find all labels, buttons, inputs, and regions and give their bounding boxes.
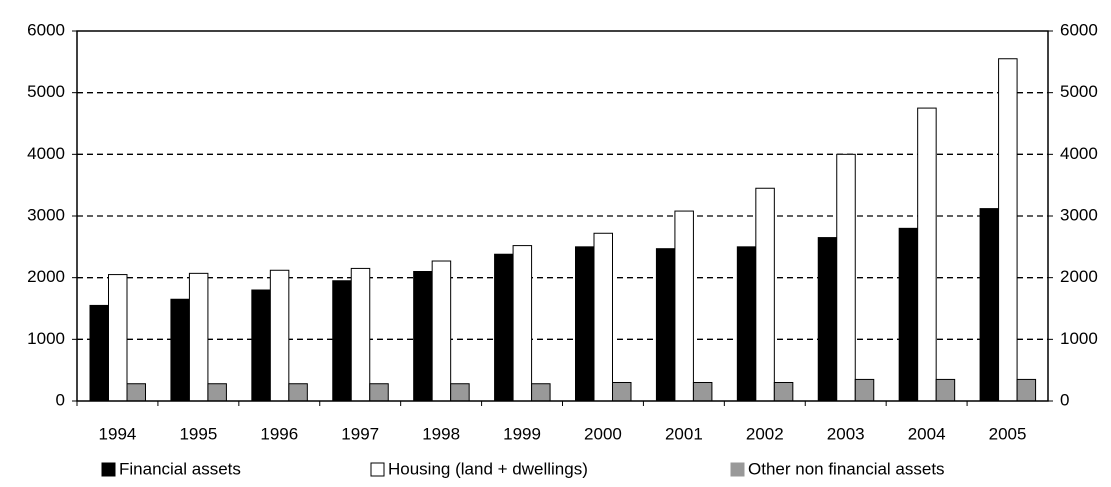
y2-tick-label: 6000 — [1060, 20, 1098, 39]
bar — [269, 269, 290, 402]
bar — [998, 58, 1018, 402]
bar — [854, 378, 875, 402]
bar — [898, 227, 919, 402]
bar — [1016, 378, 1037, 402]
y-tick-label: 6000 — [27, 20, 65, 39]
bar — [917, 107, 937, 402]
bar — [450, 383, 470, 402]
bar — [251, 289, 271, 402]
bar — [494, 253, 514, 402]
bar — [612, 382, 632, 402]
y-tick-label: 5000 — [27, 82, 65, 101]
bar — [817, 237, 838, 402]
bar — [512, 245, 533, 402]
bar — [593, 232, 613, 402]
x-tick-label: 2004 — [908, 424, 946, 443]
x-tick-label: 2000 — [584, 424, 622, 443]
bar — [655, 248, 676, 402]
legend-swatch — [370, 462, 385, 477]
bar — [674, 210, 694, 402]
x-tick-label: 1997 — [341, 424, 379, 443]
bar — [575, 246, 595, 402]
x-tick-label: 2001 — [665, 424, 703, 443]
bar — [350, 267, 371, 402]
legend-swatch — [101, 462, 116, 477]
legend-label: Housing (land + dwellings) — [388, 459, 588, 478]
bar — [531, 383, 551, 402]
bar — [369, 383, 389, 402]
bar — [126, 383, 146, 402]
legend-label: Other non financial assets — [748, 459, 945, 478]
bar — [89, 304, 109, 402]
y-tick-label: 3000 — [27, 205, 65, 224]
bar — [692, 382, 713, 402]
x-tick-label: 2002 — [746, 424, 784, 443]
x-tick-label: 1996 — [260, 424, 298, 443]
bar — [413, 271, 433, 402]
bar — [836, 153, 856, 402]
x-tick-label: 2005 — [989, 424, 1027, 443]
y-tick-label: 0 — [56, 390, 65, 409]
legend-swatch — [730, 462, 745, 477]
plot-frame — [76, 30, 1049, 402]
x-tick-label: 2003 — [827, 424, 865, 443]
bar — [108, 274, 128, 402]
bar — [207, 383, 227, 402]
bar — [979, 208, 1000, 402]
bar — [736, 246, 757, 402]
y-tick-label: 4000 — [27, 144, 65, 163]
x-tick-label: 1998 — [422, 424, 460, 443]
y2-tick-label: 0 — [1060, 390, 1069, 409]
x-tick-label: 1995 — [179, 424, 217, 443]
y-tick-label: 2000 — [27, 267, 65, 286]
y2-tick-label: 5000 — [1060, 82, 1098, 101]
y-tick-label: 1000 — [27, 329, 65, 348]
y2-tick-label: 3000 — [1060, 205, 1098, 224]
y2-tick-label: 2000 — [1060, 267, 1098, 286]
bar — [288, 383, 308, 402]
y2-tick-label: 4000 — [1060, 144, 1098, 163]
bar — [188, 272, 209, 402]
bar — [332, 280, 352, 402]
bar — [170, 298, 190, 402]
bar — [431, 260, 452, 402]
bar — [755, 187, 775, 402]
y2-tick-label: 1000 — [1060, 329, 1098, 348]
x-tick-label: 1994 — [99, 424, 137, 443]
x-tick-label: 1999 — [503, 424, 541, 443]
bar — [935, 378, 956, 402]
legend-label: Financial assets — [119, 459, 241, 478]
bar — [773, 382, 794, 402]
